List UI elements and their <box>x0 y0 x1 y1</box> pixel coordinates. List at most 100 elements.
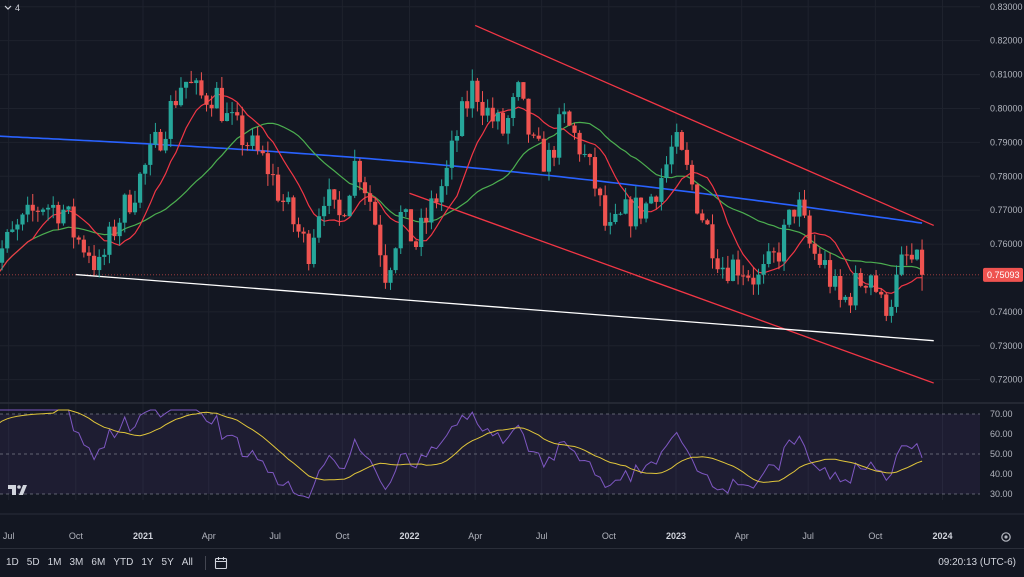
timeframe-1m-button[interactable]: 1M <box>47 557 62 568</box>
timeframe-1d-button[interactable]: 1D <box>6 557 19 568</box>
candle-body-131 <box>654 196 659 202</box>
timeframe-ytd-button[interactable]: YTD <box>113 557 134 568</box>
candle-body-58 <box>281 200 286 202</box>
collapse-indicator-button[interactable]: 4 <box>4 3 20 13</box>
time-tick-label: 2022 <box>399 531 419 541</box>
candle-body-138 <box>689 164 695 185</box>
toolbar-divider <box>204 555 206 570</box>
candle-body-42 <box>199 80 204 96</box>
time-tick-label: 2024 <box>932 531 952 541</box>
candle-body-37 <box>173 101 178 106</box>
candle-body-22 <box>97 256 102 271</box>
timeframe-5d-button[interactable]: 5D <box>26 557 40 568</box>
candle-body-98 <box>485 107 490 116</box>
rsi-axis[interactable]: 70.00 60.00 50.00 40.00 30.00 <box>990 409 1013 499</box>
candle-body-57 <box>275 174 281 201</box>
candle-body-84 <box>413 241 419 248</box>
candle-body-85 <box>419 217 424 248</box>
candle-body-175 <box>879 291 884 295</box>
candle-body-109 <box>541 138 546 172</box>
candle-body-153 <box>766 251 771 265</box>
candle-body-135 <box>674 132 679 147</box>
candle-body-104 <box>516 82 521 98</box>
candle-body-88 <box>434 198 439 203</box>
candle-body-116 <box>577 132 582 155</box>
candle-body-54 <box>260 150 265 154</box>
candle-body-123 <box>613 213 618 223</box>
candle-body-40 <box>189 81 194 84</box>
candle-body-139 <box>695 184 700 214</box>
price-tick-label: 0.72000 <box>990 375 1023 385</box>
rsi-tick-label: 40.00 <box>990 469 1013 479</box>
rsi-pane[interactable] <box>0 413 980 495</box>
candle-body-91 <box>449 140 454 168</box>
time-axis[interactable]: Jul Oct 2021 Apr Jul Oct 2022 Apr Jul Oct 2023 Apr J… <box>3 531 953 541</box>
trendline-2 <box>75 273 934 342</box>
candle-body-24 <box>107 226 112 255</box>
candle-body-74 <box>362 182 368 194</box>
candle-body-127 <box>633 197 638 227</box>
timeframe-5y-button[interactable]: 5Y <box>161 557 174 568</box>
candle-body-161 <box>807 215 812 244</box>
clock-timezone[interactable]: 09:20:13 (UTC-6) <box>938 557 1016 568</box>
candle-body-95 <box>470 80 475 109</box>
time-tick-label: 2021 <box>133 531 153 541</box>
candle-body-111 <box>551 149 557 158</box>
candle-body-136 <box>679 132 684 150</box>
candle-body-128 <box>638 197 644 219</box>
candle-body-17 <box>71 206 76 238</box>
candle-body-60 <box>291 197 296 225</box>
last-price-badge <box>983 267 1023 282</box>
candle-body-56 <box>270 174 276 176</box>
candle-body-77 <box>378 224 383 256</box>
candle-body-28 <box>127 194 132 213</box>
candle-body-110 <box>546 149 552 172</box>
bottom-toolbar: 1D 5D 1M 3M 6M YTD 1Y 5Y All 09:20:13 (U… <box>0 548 1024 576</box>
candle-body-147 <box>735 259 741 276</box>
candle-body-35 <box>163 138 168 151</box>
trendline-1 <box>409 192 934 384</box>
price-tick-label: 0.79000 <box>990 137 1023 147</box>
time-tick-label: Oct <box>868 531 883 541</box>
candle-body-87 <box>429 198 434 223</box>
candle-body-132 <box>659 178 664 202</box>
candle-body-97 <box>480 101 485 116</box>
last-price-label: 0.75093 <box>987 270 1020 280</box>
candle-body-143 <box>715 258 720 270</box>
candle-body-36 <box>168 101 173 139</box>
candle-body-122 <box>608 222 613 226</box>
timeframe-6m-button[interactable]: 6M <box>91 557 106 568</box>
candle-body-141 <box>705 220 710 225</box>
timeframe-all-button[interactable]: All <box>181 557 193 568</box>
candle-body-94 <box>465 101 470 109</box>
calendar-range-icon[interactable] <box>214 556 228 570</box>
candle-body-49 <box>235 112 240 116</box>
timeframe-1y-button[interactable]: 1Y <box>141 557 154 568</box>
candle-body-177 <box>889 306 894 316</box>
candle-body-68 <box>332 189 337 200</box>
time-tick-label: Jul <box>536 531 548 541</box>
candle-body-180 <box>904 254 909 256</box>
price-chart[interactable]: 0.83000 0.82000 0.81000 0.80000 0.79000 0.780… <box>0 0 1024 548</box>
price-tick-label: 0.81000 <box>990 70 1023 80</box>
price-axis[interactable]: 0.83000 0.82000 0.81000 0.80000 0.79000 0.780… <box>983 2 1023 385</box>
candle-body-171 <box>858 273 863 286</box>
tradingview-logo-icon[interactable] <box>8 484 28 496</box>
candle-body-21 <box>91 255 97 271</box>
price-tick-label: 0.82000 <box>990 36 1023 46</box>
candle-body-178 <box>894 274 899 307</box>
candle-body-165 <box>827 260 833 287</box>
candle-body-86 <box>424 217 429 223</box>
candle-body-137 <box>684 149 690 165</box>
candle-body-16 <box>66 206 71 210</box>
candle-body-75 <box>367 193 373 202</box>
settings-icon[interactable] <box>1000 531 1012 543</box>
candle-body-10 <box>35 210 40 212</box>
timeframe-3m-button[interactable]: 3M <box>69 557 84 568</box>
candle-body-18 <box>76 237 81 240</box>
candle-body-164 <box>822 260 828 265</box>
candle-body-169 <box>848 296 853 306</box>
candle-body-80 <box>393 248 398 271</box>
candle-body-108 <box>536 135 541 139</box>
candle-body-39 <box>183 81 189 88</box>
